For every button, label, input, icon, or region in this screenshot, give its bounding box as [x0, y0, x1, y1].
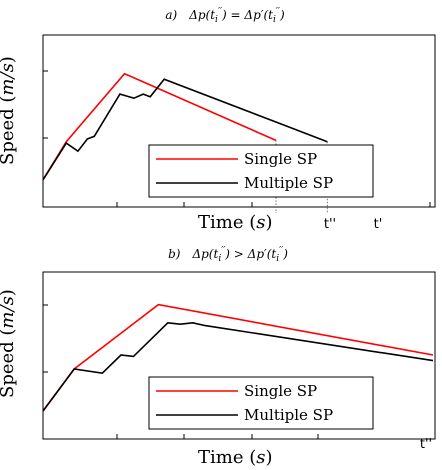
chart-panel-a: a)Δp(ti′′) = Δp′(ti′′) Speed (m/s) Time … [0, 7, 436, 233]
x-tick-label-t-prime-a: t' [374, 217, 383, 232]
legend-a: Single SP Multiple SP [148, 144, 374, 198]
legend-box-b [148, 376, 374, 430]
x-tick-label-t-double-prime-a: t'' [324, 217, 336, 232]
y-axis-label-a: Speed (m/s) [0, 56, 18, 165]
chart-title-b: b) Δp(ti′′) > Δp′(ti′′) [168, 246, 288, 264]
x-axis-label-a: Time (s) [198, 212, 273, 233]
series-multiple-sp-a [42, 78, 328, 181]
chart-title-a: a) Δp(ti′′) = Δp′(ti′′) [165, 7, 285, 25]
legend-label-single-sp-a: Single SP [244, 150, 317, 168]
chart-panel-b: b)Δp(ti′′) > Δp′(ti′′) Speed (m/s) Time … [0, 246, 436, 468]
series-multiple-sp-b [42, 321, 434, 412]
legend-box-a [148, 144, 374, 198]
legend-label-single-sp-b: Single SP [244, 382, 317, 400]
y-axis-label-b: Speed (m/s) [0, 289, 18, 398]
plot-frame-a [42, 34, 436, 208]
x-axis-label-b: Time (s) [198, 447, 273, 468]
plot-frame-b [42, 271, 436, 440]
legend-label-multiple-sp-b: Multiple SP [244, 406, 333, 424]
x-tick-label-t-double-prime-b: t'' [420, 437, 432, 452]
legend-label-multiple-sp-a: Multiple SP [244, 174, 333, 192]
legend-b: Single SP Multiple SP [148, 376, 374, 430]
